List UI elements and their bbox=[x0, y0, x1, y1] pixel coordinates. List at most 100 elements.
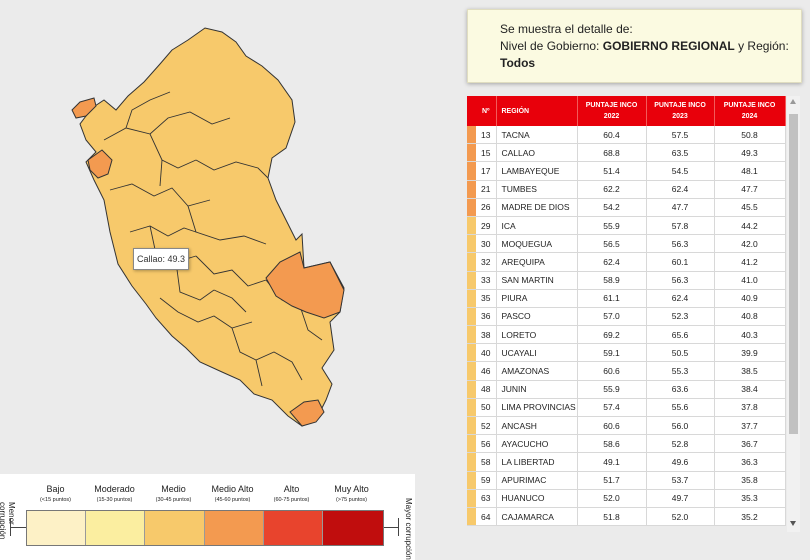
row-rank: 29 bbox=[476, 216, 497, 236]
header-2023[interactable]: PUNTAJE INCO 2023 bbox=[646, 96, 715, 126]
table-row[interactable]: 21 TUMBES 62.2 62.4 47.7 bbox=[467, 180, 786, 199]
table-row[interactable]: 46 AMAZONAS 60.6 55.3 38.5 bbox=[467, 361, 786, 381]
row-rank: 58 bbox=[476, 452, 497, 472]
info-level-value: GOBIERNO REGIONAL bbox=[602, 39, 735, 53]
table-header-row: Nº REGIÓN PUNTAJE INCO 2022 PUNTAJE INCO… bbox=[467, 96, 786, 126]
legend-category-range: (30-45 puntos) bbox=[155, 497, 192, 503]
table-row[interactable]: 36 PASCO 57.0 52.3 40.8 bbox=[467, 307, 786, 327]
row-region: LAMBAYEQUE bbox=[496, 161, 578, 181]
map-region-lambayeque[interactable] bbox=[87, 149, 113, 179]
map-region-tacna[interactable] bbox=[289, 399, 325, 427]
table-row[interactable]: 52 ANCASH 60.6 56.0 37.7 bbox=[467, 416, 786, 436]
row-region: PASCO bbox=[496, 307, 578, 327]
row-region: TUMBES bbox=[496, 180, 578, 199]
row-region: AREQUIPA bbox=[496, 252, 578, 272]
row-score-2024: 41.2 bbox=[714, 252, 786, 272]
table-row[interactable]: 40 UCAYALI 59.1 50.5 39.9 bbox=[467, 343, 786, 363]
table-row[interactable]: 33 SAN MARTIN 58.9 56.3 41.0 bbox=[467, 271, 786, 290]
row-rank: 35 bbox=[476, 289, 497, 308]
row-rank: 17 bbox=[476, 161, 497, 181]
detail-info-box: Se muestra el detalle de: Nivel de Gobie… bbox=[467, 9, 802, 83]
legend-color-bar bbox=[26, 510, 384, 546]
table-row[interactable]: 48 JUNIN 55.9 63.6 38.4 bbox=[467, 380, 786, 399]
table-row[interactable]: 58 LA LIBERTAD 49.1 49.6 36.3 bbox=[467, 452, 786, 472]
map-region-borders bbox=[103, 91, 335, 387]
row-score-2022: 62.2 bbox=[577, 180, 647, 199]
row-color-swatch bbox=[467, 126, 476, 145]
legend-left-label: Menor corrupción bbox=[0, 502, 16, 540]
table-row[interactable]: 32 AREQUIPA 62.4 60.1 41.2 bbox=[467, 252, 786, 272]
table-row[interactable]: 59 APURIMAC 51.7 53.7 35.8 bbox=[467, 471, 786, 490]
table-row[interactable]: 13 TACNA 60.4 57.5 50.8 bbox=[467, 126, 786, 145]
row-score-2023: 63.5 bbox=[646, 143, 715, 163]
row-rank: 50 bbox=[476, 398, 497, 418]
row-rank: 38 bbox=[476, 325, 497, 345]
header-color bbox=[467, 96, 476, 126]
row-color-swatch bbox=[467, 380, 476, 399]
header-2022[interactable]: PUNTAJE INCO 2022 bbox=[577, 96, 647, 126]
row-region: APURIMAC bbox=[496, 471, 578, 490]
header-region[interactable]: REGIÓN bbox=[496, 96, 578, 126]
map-region-tumbes[interactable] bbox=[71, 97, 97, 119]
table-row[interactable]: 29 ICA 55.9 57.8 44.2 bbox=[467, 216, 786, 236]
row-score-2023: 56.3 bbox=[646, 271, 715, 290]
row-score-2023: 62.4 bbox=[646, 289, 715, 308]
row-region: SAN MARTIN bbox=[496, 271, 578, 290]
row-color-swatch bbox=[467, 325, 476, 345]
table-row[interactable]: 17 LAMBAYEQUE 51.4 54.5 48.1 bbox=[467, 161, 786, 181]
table-row[interactable]: 63 HUANUCO 52.0 49.7 35.3 bbox=[467, 489, 786, 508]
row-color-swatch bbox=[467, 416, 476, 436]
table-row[interactable]: 50 LIMA PROVINCIAS 57.4 55.6 37.8 bbox=[467, 398, 786, 418]
row-rank: 56 bbox=[476, 434, 497, 454]
row-score-2023: 60.1 bbox=[646, 252, 715, 272]
table-row[interactable]: 26 MADRE DE DIOS 54.2 47.7 45.5 bbox=[467, 198, 786, 217]
row-score-2024: 47.7 bbox=[714, 180, 786, 199]
row-region: TACNA bbox=[496, 126, 578, 145]
row-score-2024: 40.8 bbox=[714, 307, 786, 327]
row-score-2023: 53.7 bbox=[646, 471, 715, 490]
row-score-2024: 42.0 bbox=[714, 234, 786, 254]
map-region-madre-de-dios[interactable] bbox=[265, 251, 345, 319]
legend-category-range: (15-30 puntos) bbox=[96, 497, 133, 503]
scroll-down-icon[interactable] bbox=[790, 521, 796, 526]
table-row[interactable]: 35 PIURA 61.1 62.4 40.9 bbox=[467, 289, 786, 308]
info-heading: Se muestra el detalle de: bbox=[500, 22, 633, 36]
row-rank: 63 bbox=[476, 489, 497, 508]
row-score-2024: 38.4 bbox=[714, 380, 786, 399]
legend-category-label: Muy Alto bbox=[334, 484, 369, 494]
header-num[interactable]: Nº bbox=[476, 96, 497, 126]
row-score-2022: 51.8 bbox=[577, 507, 647, 527]
table-scrollbar[interactable] bbox=[787, 96, 800, 532]
row-score-2023: 63.6 bbox=[646, 380, 715, 399]
info-level-line: Nivel de Gobierno: GOBIERNO REGIONAL y R… bbox=[500, 39, 789, 53]
legend-category-label: Medio Alto bbox=[211, 484, 254, 494]
row-score-2024: 37.7 bbox=[714, 416, 786, 436]
row-color-swatch bbox=[467, 489, 476, 508]
row-color-swatch bbox=[467, 398, 476, 418]
row-rank: 26 bbox=[476, 198, 497, 217]
row-region: MADRE DE DIOS bbox=[496, 198, 578, 217]
row-score-2024: 36.7 bbox=[714, 434, 786, 454]
row-score-2022: 52.0 bbox=[577, 489, 647, 508]
row-score-2024: 35.2 bbox=[714, 507, 786, 527]
row-score-2024: 36.3 bbox=[714, 452, 786, 472]
legend-category-label: Bajo bbox=[46, 484, 65, 494]
table-row[interactable]: 56 AYACUCHO 58.6 52.8 36.7 bbox=[467, 434, 786, 454]
map-tooltip: Callao: 49.3 bbox=[133, 248, 189, 270]
row-score-2023: 52.8 bbox=[646, 434, 715, 454]
scroll-thumb[interactable] bbox=[789, 114, 798, 434]
map-region-main[interactable] bbox=[79, 27, 345, 427]
scroll-up-icon[interactable] bbox=[790, 99, 796, 104]
row-score-2024: 45.5 bbox=[714, 198, 786, 217]
row-score-2024: 50.8 bbox=[714, 126, 786, 145]
header-2024[interactable]: PUNTAJE INCO 2024 bbox=[714, 96, 786, 126]
table-row[interactable]: 15 CALLAO 68.8 63.5 49.3 bbox=[467, 143, 786, 163]
table-row[interactable]: 38 LORETO 69.2 65.6 40.3 bbox=[467, 325, 786, 345]
row-region: HUANUCO bbox=[496, 489, 578, 508]
legend-right-tick bbox=[398, 518, 399, 536]
row-score-2023: 47.7 bbox=[646, 198, 715, 217]
table-row[interactable]: 64 CAJAMARCA 51.8 52.0 35.2 bbox=[467, 507, 786, 527]
row-score-2024: 35.8 bbox=[714, 471, 786, 490]
table-row[interactable]: 30 MOQUEGUA 56.5 56.3 42.0 bbox=[467, 234, 786, 254]
legend-category-range: (<15 puntos) bbox=[39, 497, 72, 503]
